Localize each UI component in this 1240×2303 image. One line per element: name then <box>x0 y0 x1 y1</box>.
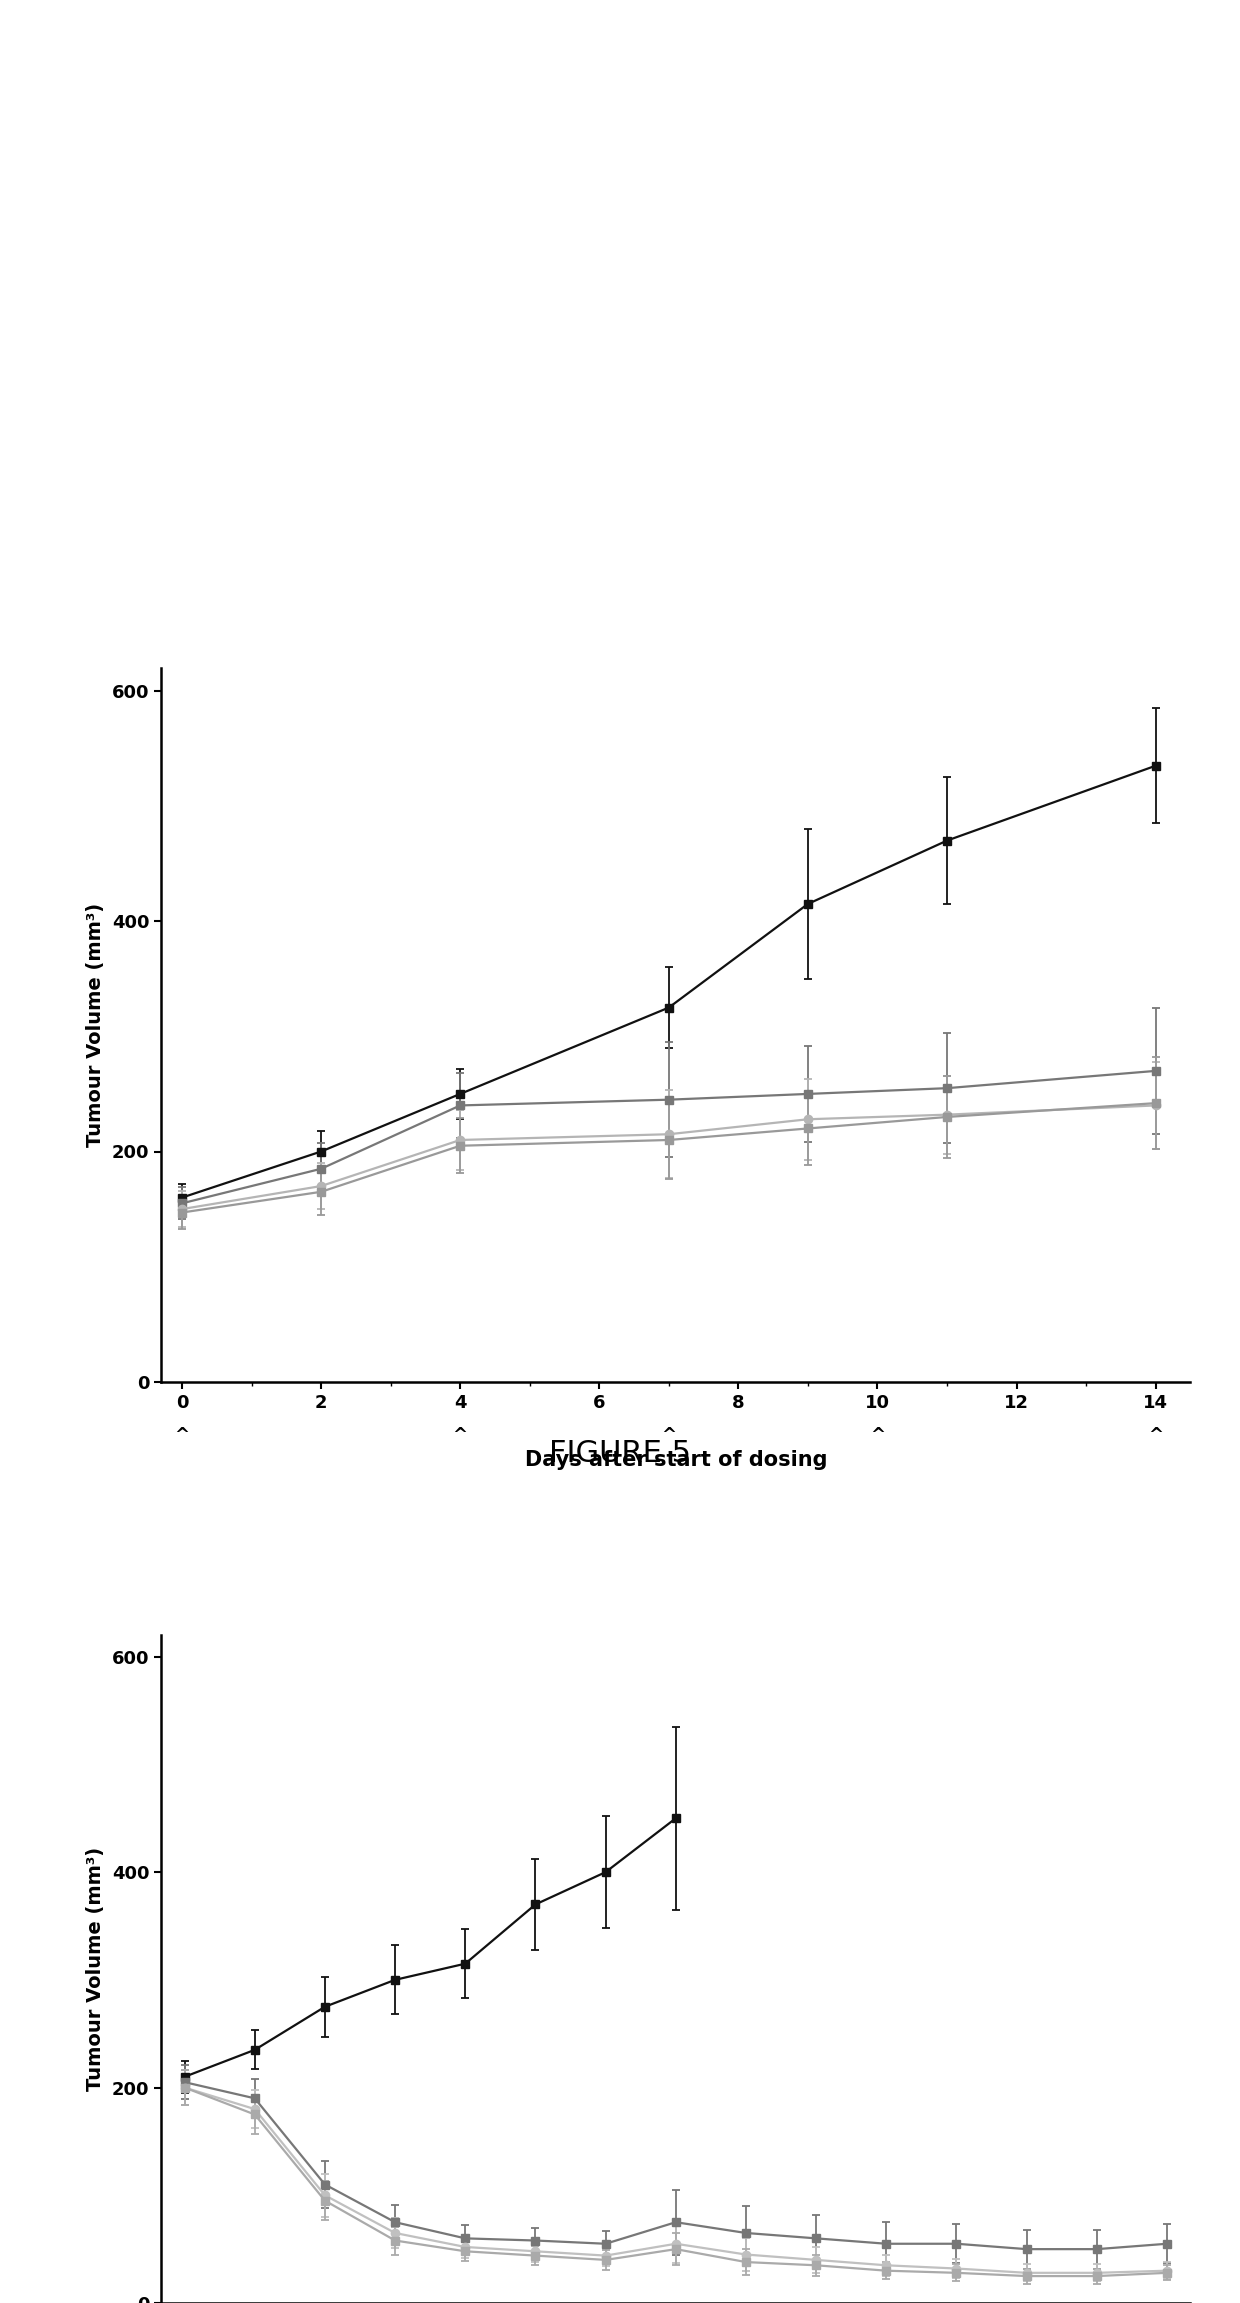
Text: ^: ^ <box>870 1426 885 1444</box>
Text: ^: ^ <box>175 1426 190 1444</box>
X-axis label: Days after start of dosing: Days after start of dosing <box>525 1451 827 1472</box>
Y-axis label: Tumour Volume (mm³): Tumour Volume (mm³) <box>86 1847 105 2091</box>
Legend: Vehicle i.v qw, BCY00008245  3mg/kg qw, BCY00008245  3mg/kg biw, BCY00008245  5m: Vehicle i.v qw, BCY00008245 3mg/kg qw, B… <box>205 689 512 790</box>
Text: ^: ^ <box>453 1426 467 1444</box>
Legend: Vehicle i.v qw, BCY00008245  3mg/kg qw, BCY00008245  3mg/kg biw, BCY00008245  5m: Vehicle i.v qw, BCY00008245 3mg/kg qw, B… <box>205 1656 512 1757</box>
Text: FIGURE 5: FIGURE 5 <box>549 1439 691 1469</box>
Text: ^: ^ <box>661 1426 676 1444</box>
Y-axis label: Tumour Volume (mm³): Tumour Volume (mm³) <box>86 903 105 1147</box>
Text: ^: ^ <box>1148 1426 1163 1444</box>
